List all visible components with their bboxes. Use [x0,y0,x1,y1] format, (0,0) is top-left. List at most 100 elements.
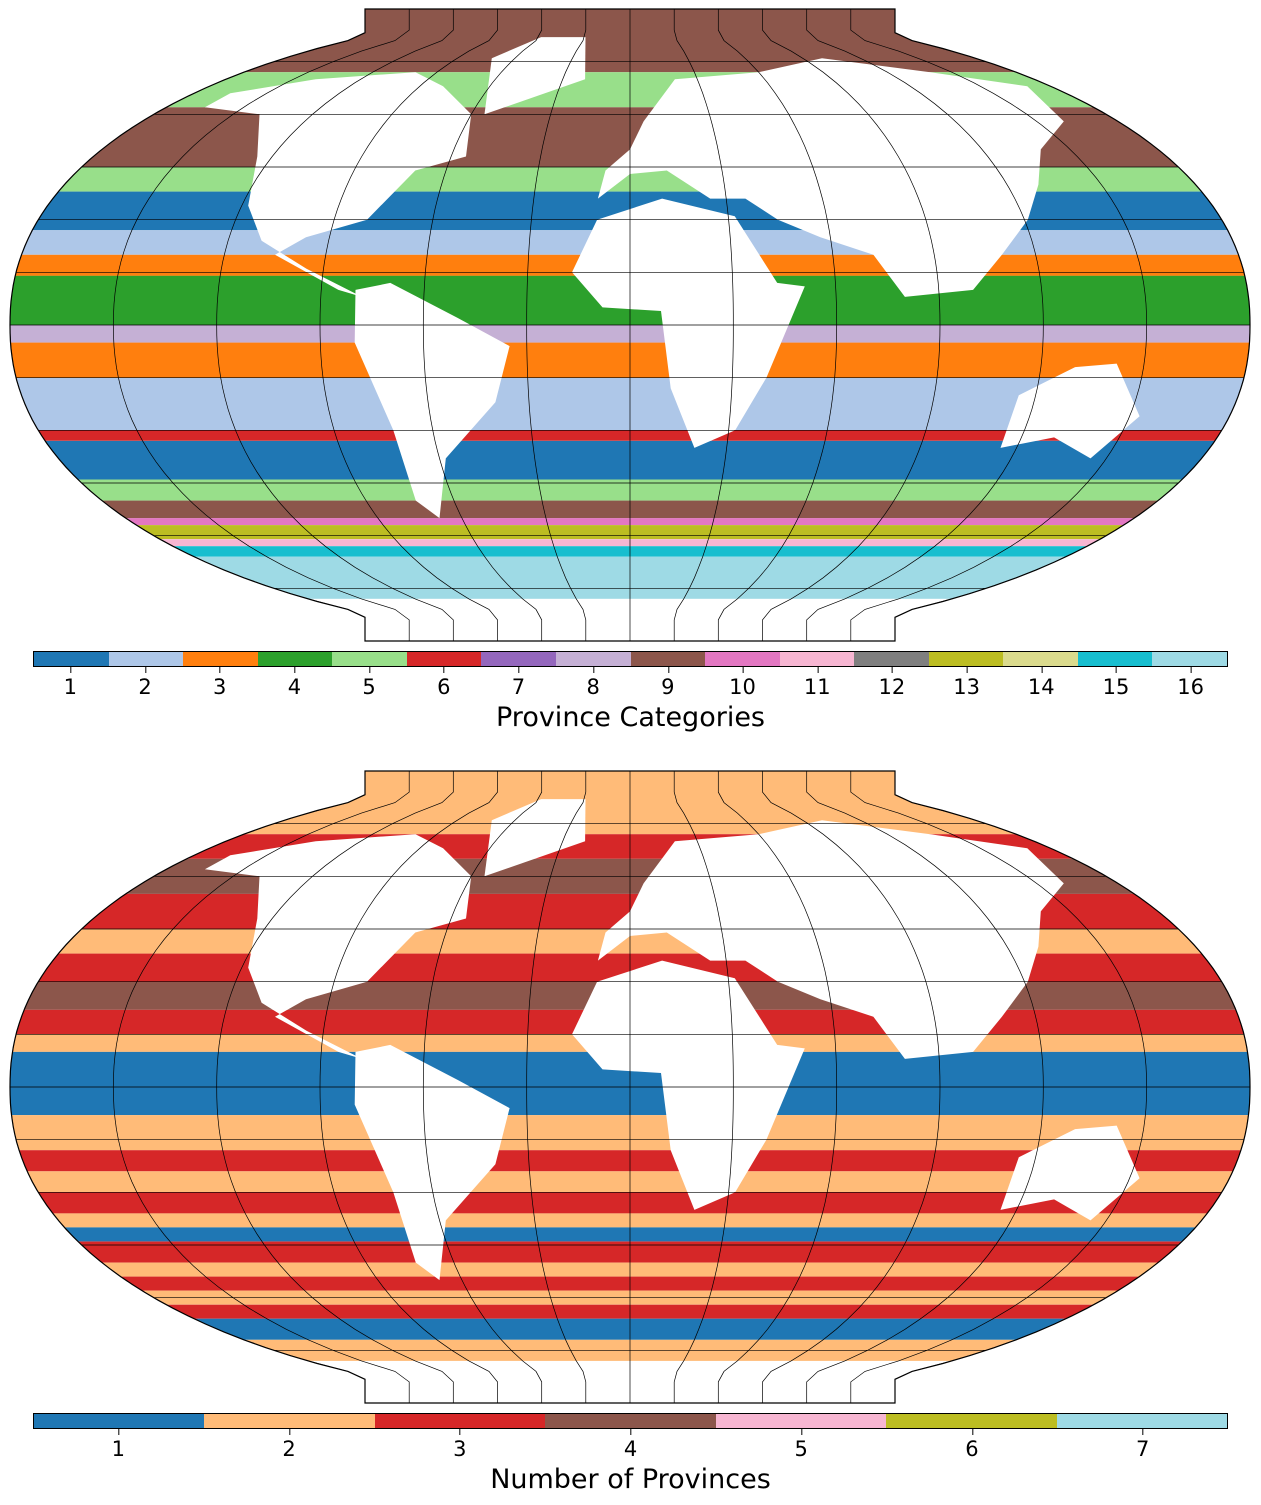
province-categories-colorbar-ticks: 1 2 3 4 5 6 7 8 9 10 11 12 13 14 15 16 [33,667,1228,704]
province-band [10,518,1250,526]
colorbar-tick-label: 15 [1102,667,1130,699]
colorbar-segment [406,652,482,666]
land-mass [484,799,586,877]
colorbar-segment [1003,652,1078,666]
province-band [10,771,1250,835]
province-band [10,539,1250,547]
colorbar-tick-label: 3 [213,667,227,699]
longitude-line [216,771,454,1403]
number-of-provinces-colorbar-label: Number of Provinces [490,1464,771,1495]
land-mass [597,820,1064,1059]
longitude-line [112,9,410,641]
colorbar-segment [928,652,1004,666]
number-of-provinces-map [0,762,1261,1407]
province-band [10,525,1250,540]
colorbar-segment [630,652,706,666]
province-band [10,834,1250,859]
colorbar-segment [374,1414,546,1428]
number-of-provinces-colorbar-ticks: 1 2 3 4 5 6 7 [33,1429,1228,1466]
longitude-line [526,9,587,641]
colorbar-tick-label: 16 [1177,667,1205,699]
land-mass [204,834,472,1059]
map-frame [9,770,1251,1404]
number-of-provinces-map-svg [9,770,1251,1404]
longitude-line [319,9,498,641]
province-categories-colorbar [33,651,1228,667]
land-mass [1000,1125,1140,1221]
province-categories-map [0,0,1261,645]
colorbar-tick-label: 5 [362,667,376,699]
longitude-line [422,771,543,1403]
colorbar-segment [108,652,184,666]
colorbar-tick-label: 7 [1135,1429,1150,1461]
colorbar-tick-label: 2 [282,1429,296,1461]
graticule [10,771,1250,1403]
number-of-provinces-colorbar [33,1413,1228,1429]
colorbar-segment [715,1414,887,1428]
longitude-line [762,9,941,641]
province-band [10,72,1250,108]
land-mass [204,72,472,297]
colorbar-segment [1077,652,1153,666]
colorbar-segment [854,652,929,666]
colorbar-tick-label: 1 [111,1429,126,1461]
colorbar-tick-label: 6 [965,1429,979,1461]
longitude-line [762,771,941,1403]
colorbar-tick-label: 4 [623,1429,638,1461]
province-band [10,556,1250,599]
colorbar-segment [555,652,631,666]
colorbar-tick-label: 9 [661,667,675,699]
longitude-line [850,9,1148,641]
colorbar-tick-label: 3 [453,1429,467,1461]
province-band [10,1262,1250,1277]
longitude-line [526,771,587,1403]
longitude-line [319,771,498,1403]
colorbar-segment [34,652,109,666]
colorbar-tick-label: 11 [803,667,831,699]
longitude-line [717,771,838,1403]
province-band [10,1276,1250,1291]
colorbar-tick-label: 8 [586,667,600,699]
colorbar-tick-label: 2 [138,667,152,699]
colorbar-segment [1056,1414,1227,1428]
longitude-line [673,9,734,641]
province-band [10,500,1250,519]
longitude-line [673,771,734,1403]
land-mass [484,37,586,115]
colorbar-tick-label: 4 [287,667,302,699]
colorbar-tick-label: 1 [63,667,78,699]
colorbar-tick-label: 13 [953,667,980,699]
colorbar-segment [545,1414,716,1428]
colorbar-segment [257,652,333,666]
colorbar-tick-label: 6 [437,667,451,699]
map-bands [10,771,1250,1403]
province-band [10,546,1250,557]
longitude-line [717,9,838,641]
colorbar-tick-label: 12 [878,667,906,699]
map-bands [10,9,1250,641]
province-categories-colorbar-label: Province Categories [496,702,765,733]
colorbar-segment [705,652,780,666]
land-mass [354,282,510,519]
land-mass [1000,363,1140,459]
colorbar-segment [204,1414,375,1428]
longitude-line [112,771,410,1403]
longitude-line [422,9,543,641]
province-band [10,1227,1250,1242]
province-band [10,1318,1250,1340]
longitude-line [806,9,1044,641]
colorbar-tick-label: 7 [511,667,526,699]
province-band [10,325,1250,343]
colorbar-tick-label: 5 [794,1429,808,1461]
land-mass [354,1044,510,1281]
colorbar-segment [332,652,407,666]
colorbar-tick-label: 14 [1027,667,1055,699]
colorbar-segment [481,652,556,666]
colorbar-segment [1152,652,1227,666]
map-frame [9,8,1251,642]
colorbar-segment [886,1414,1057,1428]
land-mass [597,58,1064,297]
province-band [10,9,1250,73]
longitude-line [216,9,454,641]
longitude-line [806,771,1044,1403]
